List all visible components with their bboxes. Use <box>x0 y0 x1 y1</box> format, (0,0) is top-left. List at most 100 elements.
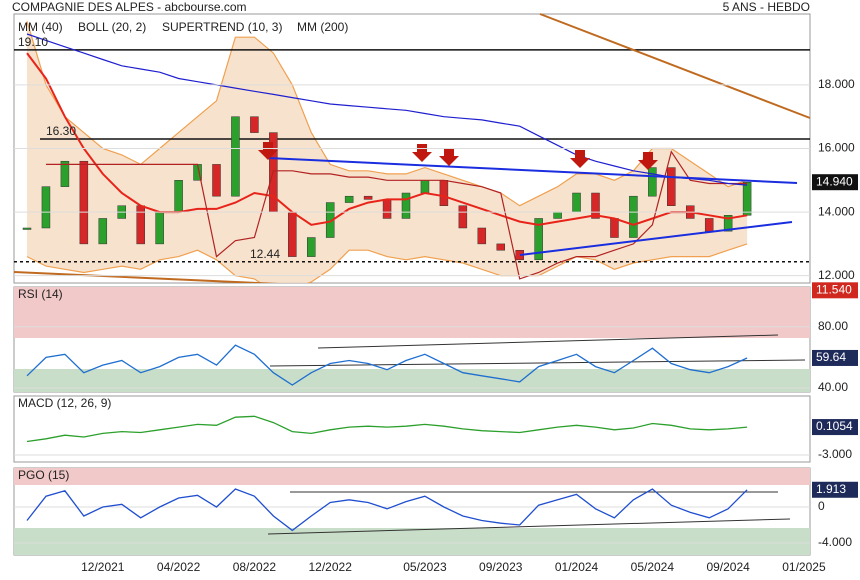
moving-line <box>46 150 748 280</box>
legend-entry: BOLL (20, 2) <box>78 20 146 34</box>
candle <box>458 205 468 229</box>
arrow <box>638 152 658 170</box>
arrow <box>258 142 278 160</box>
legend-entry: MM (40) <box>18 20 63 34</box>
trendline <box>317 334 779 349</box>
candle <box>572 192 581 213</box>
level-label: 12.44 <box>250 247 280 261</box>
level-label: 19.10 <box>18 35 48 49</box>
bollinger-fill <box>27 21 748 283</box>
trendline <box>539 13 811 119</box>
price-plot <box>14 21 810 283</box>
panel-title: RSI (14) <box>18 287 63 301</box>
trendline <box>267 157 798 184</box>
value-box <box>812 282 858 299</box>
trendline <box>519 221 793 256</box>
value-box-label: 14.940 <box>816 174 853 188</box>
period-label: 5 ANS - HEBDO <box>723 0 810 14</box>
x-tick-label: 05/2024 <box>631 560 675 574</box>
x-tick-label: 09/2023 <box>479 560 523 574</box>
candle <box>136 205 145 245</box>
y-tick-label: -3.000 <box>818 447 852 461</box>
candle <box>212 164 221 197</box>
candle <box>704 218 714 232</box>
indicator-line <box>26 344 748 386</box>
rsi-overbought-zone <box>14 287 810 338</box>
x-tick-label: 01/2025 <box>782 560 826 574</box>
candle <box>420 180 430 194</box>
macd-panel <box>13 395 811 463</box>
value-box <box>812 349 858 366</box>
candle <box>534 218 543 261</box>
candle <box>610 218 619 238</box>
candle <box>401 192 411 219</box>
candle <box>344 195 354 203</box>
chart-title: COMPAGNIE DES ALPES - abcbourse.com <box>12 0 247 14</box>
candle <box>250 116 259 133</box>
y-tick-label: -4.000 <box>818 535 852 549</box>
y-tick-label: 12.000 <box>818 268 855 282</box>
x-tick-label: 12/2022 <box>309 560 353 574</box>
x-tick-label: 04/2022 <box>157 560 201 574</box>
y-tick-label: 80.00 <box>818 319 848 333</box>
bollinger-upper <box>26 21 748 207</box>
moving-line <box>26 52 748 226</box>
moving-line <box>26 33 748 186</box>
y-tick-label: 18.000 <box>818 77 855 91</box>
value-box-label: 59.64 <box>816 350 846 364</box>
candle <box>553 211 562 219</box>
value-box-label: 11.540 <box>816 282 852 296</box>
trendlines <box>14 13 811 535</box>
y-tick-label: 16.000 <box>818 141 855 155</box>
candle <box>155 211 164 245</box>
bollinger-lower <box>26 243 748 283</box>
arrow <box>570 150 590 168</box>
legend-entry: SUPERTREND (10, 3) <box>162 20 282 34</box>
candle <box>174 180 183 213</box>
candle <box>382 199 392 219</box>
candle <box>288 211 297 257</box>
value-box-label: 0.1054 <box>816 419 853 433</box>
level-label: 16.30 <box>46 124 76 138</box>
candle <box>629 195 638 238</box>
candle <box>307 237 316 257</box>
indicator-line <box>26 415 748 443</box>
candle <box>439 180 449 206</box>
candle <box>667 167 676 206</box>
candle <box>742 181 752 216</box>
candle <box>477 227 487 245</box>
candle <box>723 215 733 232</box>
candle <box>231 116 240 197</box>
panel-title: PGO (15) <box>18 468 69 482</box>
signal-arrows <box>258 142 658 170</box>
x-tick-label: 01/2024 <box>555 560 599 574</box>
x-tick-label: 12/2021 <box>81 560 125 574</box>
trendline <box>267 518 791 535</box>
arrow <box>439 148 459 166</box>
candle <box>496 243 505 251</box>
x-tick-label: 05/2023 <box>403 560 447 574</box>
candle <box>648 167 657 197</box>
candle <box>79 160 89 245</box>
indicator-line <box>26 488 748 532</box>
value-box <box>812 419 858 436</box>
legend-entry: MM (200) <box>297 20 348 34</box>
pgo-high-zone <box>14 468 810 485</box>
pgo-low-zone <box>14 528 810 555</box>
trendline <box>14 271 280 283</box>
candle <box>591 192 600 219</box>
y-tick-label: 40.00 <box>818 380 848 394</box>
candle <box>60 160 70 187</box>
y-tick-label: 14.000 <box>818 204 855 218</box>
candle <box>41 186 51 229</box>
x-tick-label: 08/2022 <box>233 560 277 574</box>
panel-title: MACD (12, 26, 9) <box>18 396 111 410</box>
candle <box>363 195 373 200</box>
y-tick-label: 0 <box>818 499 825 513</box>
candle <box>98 218 108 245</box>
trendline <box>269 359 806 367</box>
x-tick-label: 09/2024 <box>706 560 750 574</box>
value-box <box>812 174 858 191</box>
